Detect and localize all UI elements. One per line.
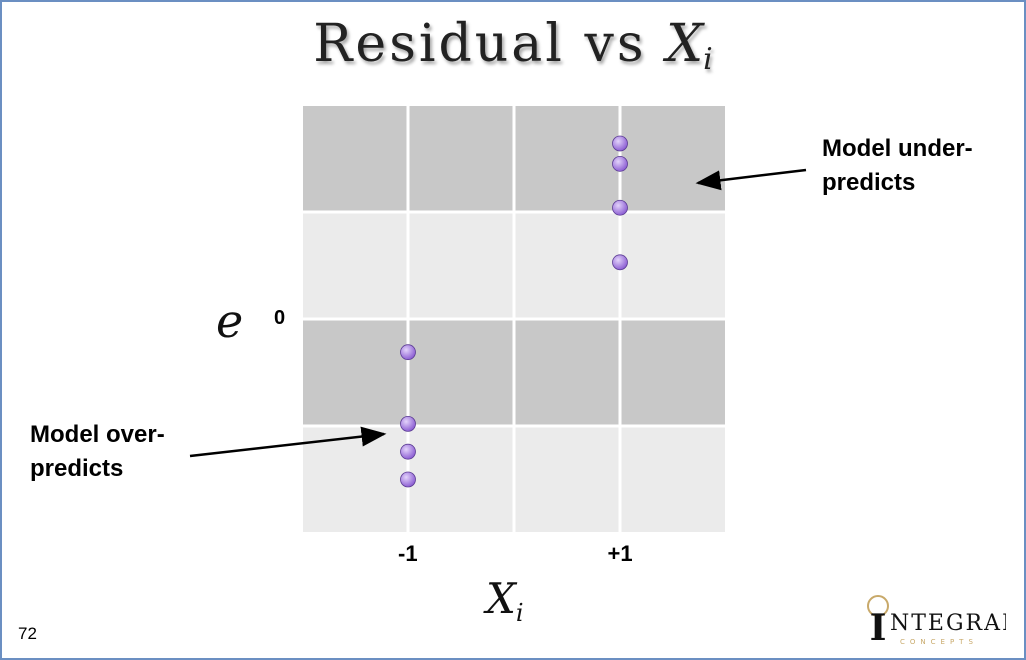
integral-concepts-logo: I NTEGRAL CONCEPTS — [867, 595, 1006, 649]
y-axis-label: e — [216, 294, 244, 348]
plot-border — [301, 104, 727, 534]
data-point — [400, 443, 416, 460]
slide-number: 72 — [18, 624, 37, 643]
arrow-under-predicts — [695, 168, 807, 191]
data-point — [400, 415, 416, 432]
x-axis-label: Xi — [486, 574, 524, 627]
x-tick-label: -1 — [398, 541, 418, 566]
data-point — [612, 155, 628, 172]
svg-text:CONCEPTS: CONCEPTS — [900, 638, 978, 646]
arrow-over-predicts — [189, 426, 387, 458]
annotation-under-predicts: Model under- predicts — [822, 135, 973, 196]
x-tick-label: +1 — [607, 541, 633, 566]
svg-text:I: I — [870, 607, 887, 649]
data-point — [400, 344, 416, 361]
annotation-over-predicts: Model over- predicts — [30, 421, 165, 482]
data-point — [612, 135, 628, 152]
slide-title: Residual vs Xi — [0, 14, 1026, 77]
data-point — [612, 199, 628, 216]
data-point — [612, 254, 628, 271]
y-tick-label: 0 — [274, 307, 286, 329]
title-variable: Xi — [666, 14, 713, 77]
data-point — [400, 471, 416, 488]
svg-text:NTEGRAL: NTEGRAL — [890, 611, 1006, 636]
title-text: Residual vs — [313, 14, 667, 74]
